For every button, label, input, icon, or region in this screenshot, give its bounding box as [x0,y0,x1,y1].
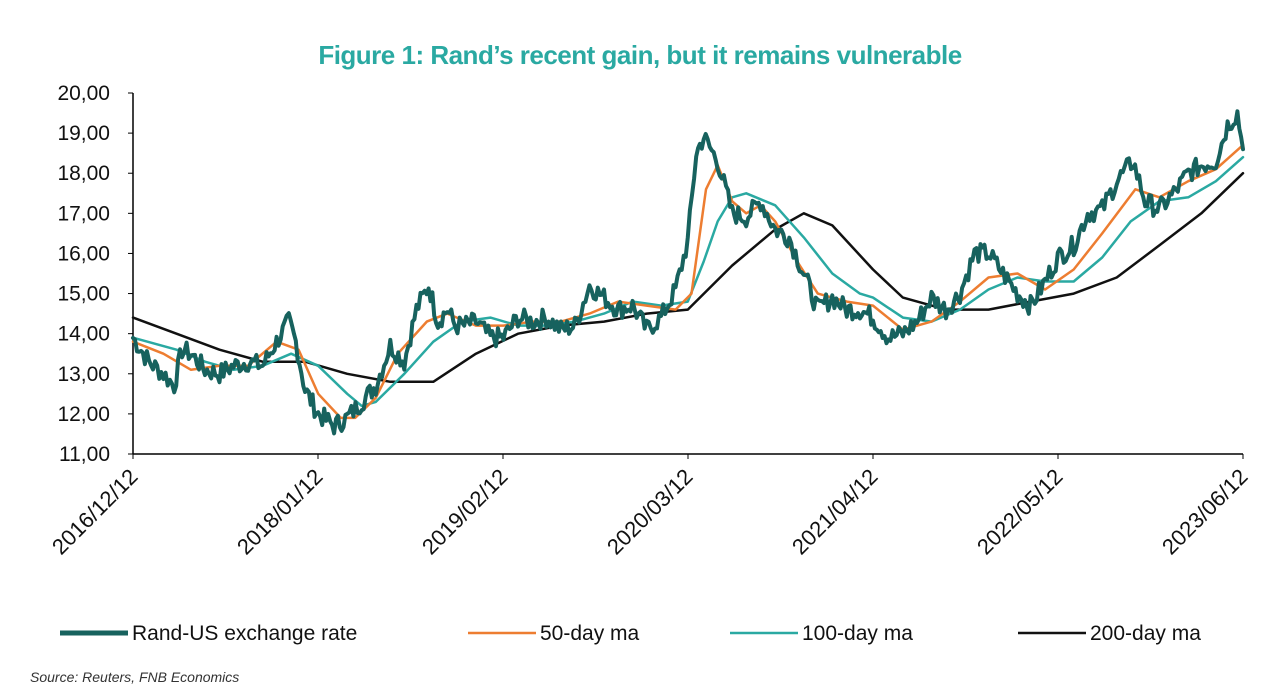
legend-label: 100-day ma [802,622,913,645]
x-tick-label: 2019/02/12 [417,464,513,560]
series-line-2 [131,155,1245,408]
y-tick-label: 18,00 [57,162,110,185]
legend-label: 200-day ma [1090,622,1201,645]
series-line-0 [131,109,1245,436]
y-tick-group: 11,00 12,00 13,00 14,00 15,00 16,00 17,00 18,00… [57,82,133,466]
x-tick-label: 2018/01/12 [232,464,328,560]
x-tick-label: 2023/06/12 [1157,464,1253,560]
x-tick-label: 2022/05/12 [972,464,1068,560]
y-tick-label: 13,00 [57,363,110,386]
x-tick-label: 2020/03/12 [602,464,698,560]
legend-label: 50-day ma [540,622,640,645]
chart-title: Figure 1: Rand’s recent gain, but it rem… [318,40,962,70]
legend-label: Rand-US exchange rate [132,622,357,645]
y-tick-label: 17,00 [57,202,110,225]
y-tick-label: 14,00 [57,323,110,346]
series-line-1 [131,143,1245,420]
y-tick-label: 20,00 [57,82,110,105]
x-tick-label: 2021/04/12 [787,464,883,560]
x-tick-group: 2016/12/12 2018/01/12 2019/02/12 2020/03/12… [47,454,1253,559]
y-tick-label: 11,00 [59,443,110,466]
y-tick-label: 15,00 [57,283,110,306]
source-note: Source: Reuters, FNB Economics [30,669,240,685]
y-tick-label: 19,00 [57,122,110,145]
series-group [131,109,1245,436]
x-tick-label: 2016/12/12 [47,464,143,560]
y-tick-label: 12,00 [57,403,110,426]
legend: Rand-US exchange rate 50-day ma 100-day ma… [60,622,1201,645]
series-line-3 [131,171,1245,384]
y-tick-label: 16,00 [57,242,110,265]
